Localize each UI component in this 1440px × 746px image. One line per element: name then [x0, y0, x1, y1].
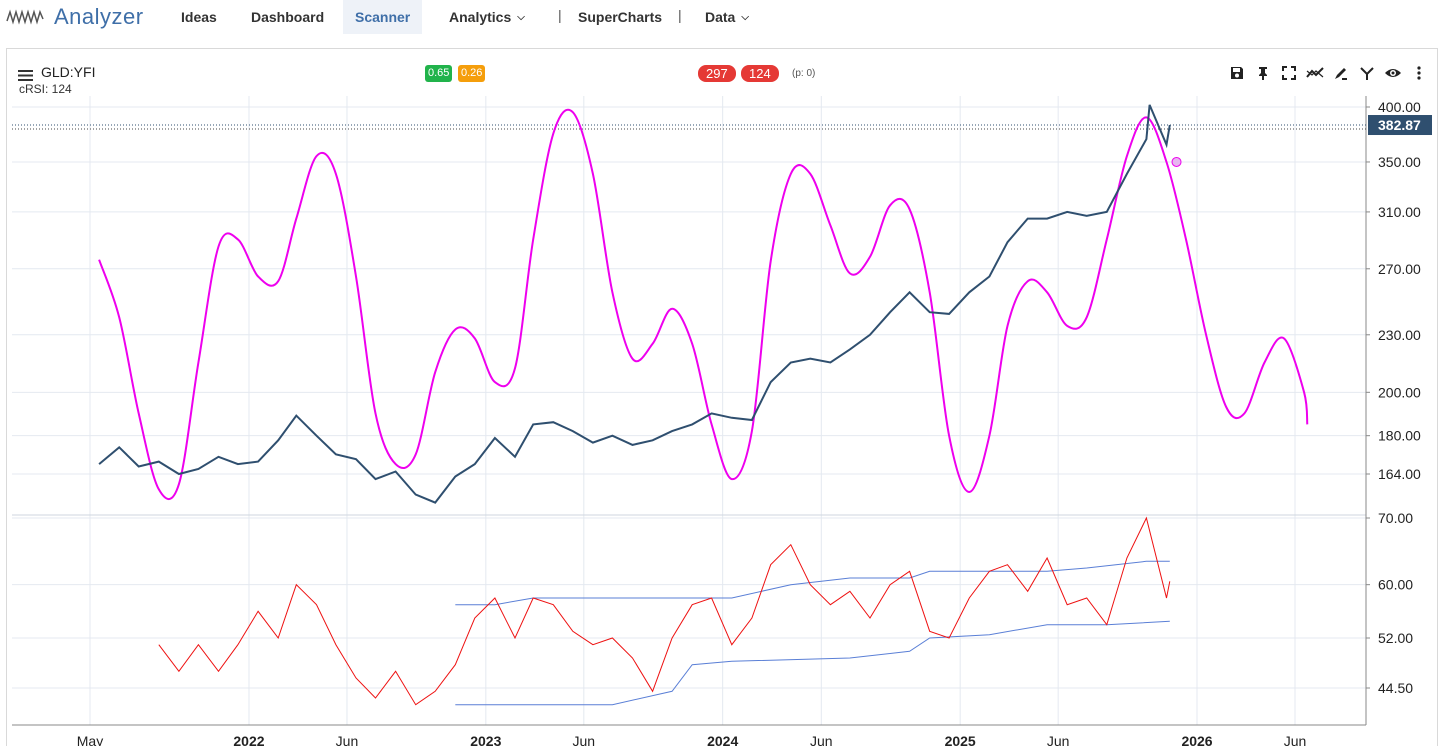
time-tick-label: 2025 — [945, 733, 976, 746]
time-tick-label: Jun — [1284, 733, 1307, 746]
last-price-label: 382.87 — [1378, 117, 1421, 133]
crsi-tick-label: 60.00 — [1378, 577, 1413, 593]
price-tick-label: 350.00 — [1378, 154, 1421, 170]
chevron-down-icon: ⌵ — [517, 11, 525, 23]
compare-icon[interactable] — [1357, 63, 1377, 83]
count-badge-b: 124 — [741, 65, 779, 82]
price-series-line — [98, 104, 1171, 504]
score-badge-green: 0.65 — [425, 65, 453, 82]
trend-icon[interactable] — [1305, 63, 1325, 83]
top-navigation: Analyzer Ideas Dashboard Scanner Analyti… — [0, 0, 1440, 34]
time-tick-label: Jun — [573, 733, 596, 746]
price-tick-label: 200.00 — [1378, 384, 1421, 400]
nav-scanner-label: Scanner — [355, 9, 411, 25]
nav-dashboard[interactable]: Dashboard — [239, 0, 336, 34]
time-tick-label: 2023 — [470, 733, 501, 746]
nav-supercharts-label: SuperCharts — [578, 9, 663, 25]
nav-analytics-label: Analytics — [449, 9, 512, 25]
price-tick-label: 400.00 — [1378, 99, 1421, 115]
wave-logo-icon — [6, 7, 44, 27]
price-tick-label: 180.00 — [1378, 428, 1421, 444]
pin-icon[interactable] — [1253, 63, 1273, 83]
lower-band-line — [455, 620, 1170, 706]
count-badge-a: 297 — [698, 65, 736, 82]
brand-name: Analyzer — [54, 4, 144, 29]
nav-scanner[interactable]: Scanner — [343, 0, 423, 34]
draw-icon[interactable] — [1331, 63, 1351, 83]
time-tick-label: Jun — [1047, 733, 1070, 746]
price-tick-label: 164.00 — [1378, 466, 1421, 482]
eye-icon[interactable] — [1383, 63, 1403, 83]
p-value-label: (p: 0) — [792, 68, 816, 79]
nav-data[interactable]: Data ⌵ — [693, 0, 761, 34]
cycle-series-line — [98, 108, 1309, 501]
chart-panel: GLD:YFI cRSI: 124 0.65 0.26 297 124 (p: … — [6, 48, 1438, 746]
nav-ideas[interactable]: Ideas — [169, 0, 229, 34]
nav-dashboard-label: Dashboard — [251, 9, 325, 25]
price-tick-label: 310.00 — [1378, 204, 1421, 220]
cycle-current-marker — [1171, 156, 1182, 167]
nav-separator: | — [678, 7, 682, 23]
nav-supercharts[interactable]: SuperCharts — [566, 0, 674, 34]
time-tick-label: 2022 — [233, 733, 264, 746]
more-icon[interactable] — [1409, 63, 1429, 83]
symbol-label[interactable]: GLD:YFI — [41, 64, 96, 80]
time-tick-label: May — [77, 733, 103, 746]
nav-data-label: Data — [705, 9, 736, 25]
crsi-series-line — [158, 516, 1171, 706]
nav-ideas-label: Ideas — [181, 9, 217, 25]
save-icon[interactable] — [1227, 63, 1247, 83]
score-badge-orange: 0.26 — [458, 65, 486, 82]
crsi-tick-label: 70.00 — [1378, 510, 1413, 526]
time-tick-label: 2026 — [1181, 733, 1212, 746]
chevron-down-icon: ⌵ — [741, 11, 749, 23]
price-tick-label: 230.00 — [1378, 327, 1421, 343]
time-tick-label: 2024 — [707, 733, 738, 746]
upper-band-line — [455, 560, 1170, 606]
time-tick-label: Jun — [810, 733, 833, 746]
time-tick-label: Jun — [336, 733, 359, 746]
fullscreen-icon[interactable] — [1279, 63, 1299, 83]
indicator-label: cRSI: 124 — [19, 82, 72, 96]
price-tick-label: 270.00 — [1378, 261, 1421, 277]
last-price-tag — [1368, 115, 1432, 136]
nav-separator: | — [558, 7, 562, 23]
menu-icon[interactable] — [18, 68, 33, 86]
nav-analytics[interactable]: Analytics ⌵ — [437, 0, 537, 34]
chart-toolbar — [1227, 63, 1429, 83]
brand[interactable]: Analyzer — [6, 4, 144, 30]
crsi-tick-label: 44.50 — [1378, 680, 1413, 696]
chart-header: GLD:YFI cRSI: 124 0.65 0.26 297 124 (p: … — [7, 49, 1437, 97]
crsi-tick-label: 52.00 — [1378, 630, 1413, 646]
